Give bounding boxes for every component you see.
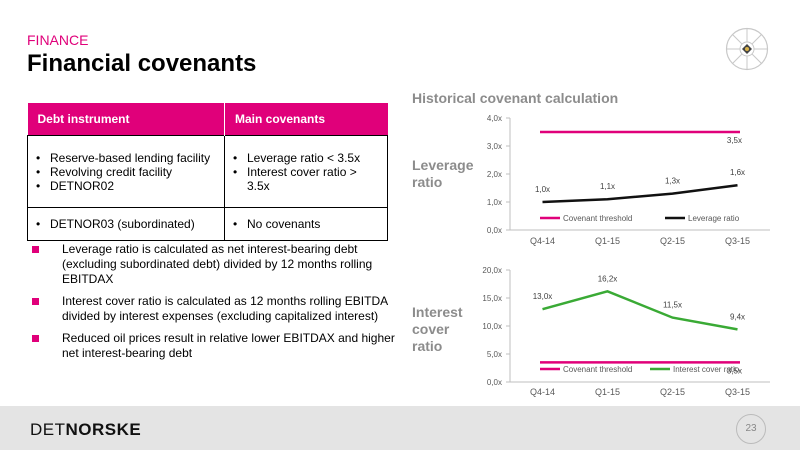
covenants-cell: Leverage ratio < 3.5x Interest cover rat… xyxy=(224,135,388,208)
y-tick-label: 1,0x xyxy=(487,198,502,207)
note-text: Leverage ratio is calculated as net inte… xyxy=(62,242,373,286)
instrument-item: DETNOR02 xyxy=(36,179,216,193)
covenants-table: Debt instrument Main covenants Reserve-b… xyxy=(27,103,388,241)
x-tick-label: Q1-15 xyxy=(595,236,620,246)
x-tick-label: Q4-14 xyxy=(530,387,555,397)
y-tick-label: 3,0x xyxy=(487,142,502,151)
bullet-square-icon xyxy=(32,246,39,253)
x-tick-label: Q2-15 xyxy=(660,387,685,397)
y-tick-label: 0,0x xyxy=(487,378,502,387)
data-label: 13,0x xyxy=(533,292,553,301)
note-item: Leverage ratio is calculated as net inte… xyxy=(32,242,402,287)
note-text: Interest cover ratio is calculated as 12… xyxy=(62,294,388,323)
logo-light-text: DET xyxy=(30,420,66,439)
page-number: 23 xyxy=(736,414,766,444)
data-label: 1,3x xyxy=(665,177,680,186)
data-label: 16,2x xyxy=(598,274,618,283)
section-label: FINANCE xyxy=(27,32,89,48)
series-line-leverage-ratio xyxy=(542,183,738,204)
x-tick-label: Q2-15 xyxy=(660,236,685,246)
note-text: Reduced oil prices result in relative lo… xyxy=(62,331,395,360)
bullet-square-icon xyxy=(32,335,39,342)
data-label: 1,6x xyxy=(730,168,745,177)
interest-chart-label: Interest cover ratio xyxy=(412,304,463,354)
y-tick-label: 20,0x xyxy=(482,266,502,275)
legend-label: Covenant threshold xyxy=(563,365,632,374)
instrument-item: Revolving credit facility xyxy=(36,165,216,179)
instrument-item: DETNOR03 (subordinated) xyxy=(36,217,216,231)
x-tick-label: Q4-14 xyxy=(530,236,555,246)
data-label: 1,0x xyxy=(535,185,550,194)
bullet-square-icon xyxy=(32,298,39,305)
data-label: 11,5x xyxy=(663,301,682,310)
navigation-wheel-icon[interactable] xyxy=(725,27,769,71)
series-line-interest-cover-ratio xyxy=(542,289,738,331)
y-tick-label: 5,0x xyxy=(487,350,502,359)
covenant-item: Leverage ratio < 3.5x xyxy=(233,151,379,165)
company-logo: DETNORSKE xyxy=(30,420,141,440)
data-label: 3,5x xyxy=(727,136,742,145)
instrument-item: Reserve-based lending facility xyxy=(36,151,216,165)
legend-label: Interest cover ratio xyxy=(673,365,740,374)
data-label: 3,5x xyxy=(727,366,742,375)
legend-label: Covenant threshold xyxy=(563,214,632,223)
table-row: Reserve-based lending facility Revolving… xyxy=(27,135,388,208)
instrument-cell: Reserve-based lending facility Revolving… xyxy=(27,135,225,208)
footer: DETNORSKE 23 xyxy=(0,406,800,450)
covenants-cell: No covenants xyxy=(224,207,388,241)
y-tick-label: 0,0x xyxy=(487,226,502,235)
note-item: Reduced oil prices result in relative lo… xyxy=(32,331,402,361)
legend-label: Leverage ratio xyxy=(688,214,740,223)
x-tick-label: Q3-15 xyxy=(725,387,750,397)
y-tick-label: 15,0x xyxy=(482,294,502,303)
logo-bold-text: NORSKE xyxy=(65,420,142,439)
table-header-covenants: Main covenants xyxy=(224,103,388,136)
y-tick-label: 2,0x xyxy=(487,170,502,179)
charts-title: Historical covenant calculation xyxy=(412,90,619,106)
y-tick-label: 4,0x xyxy=(487,114,502,123)
leverage-chart-label: Leverage ratio xyxy=(412,157,474,190)
instrument-cell: DETNOR03 (subordinated) xyxy=(27,207,225,241)
data-label: 9,4x xyxy=(730,312,745,321)
covenant-item: Interest cover ratio > 3.5x xyxy=(233,165,379,193)
table-header-instrument: Debt instrument xyxy=(27,103,225,136)
y-tick-label: 10,0x xyxy=(482,322,502,331)
x-tick-label: Q3-15 xyxy=(725,236,750,246)
data-label: 1,1x xyxy=(600,182,615,191)
x-tick-label: Q1-15 xyxy=(595,387,620,397)
notes-list: Leverage ratio is calculated as net inte… xyxy=(32,242,402,368)
page-title: Financial covenants xyxy=(27,50,257,77)
covenant-item: No covenants xyxy=(233,217,379,231)
note-item: Interest cover ratio is calculated as 12… xyxy=(32,294,402,324)
table-row: DETNOR03 (subordinated) No covenants xyxy=(27,207,388,241)
